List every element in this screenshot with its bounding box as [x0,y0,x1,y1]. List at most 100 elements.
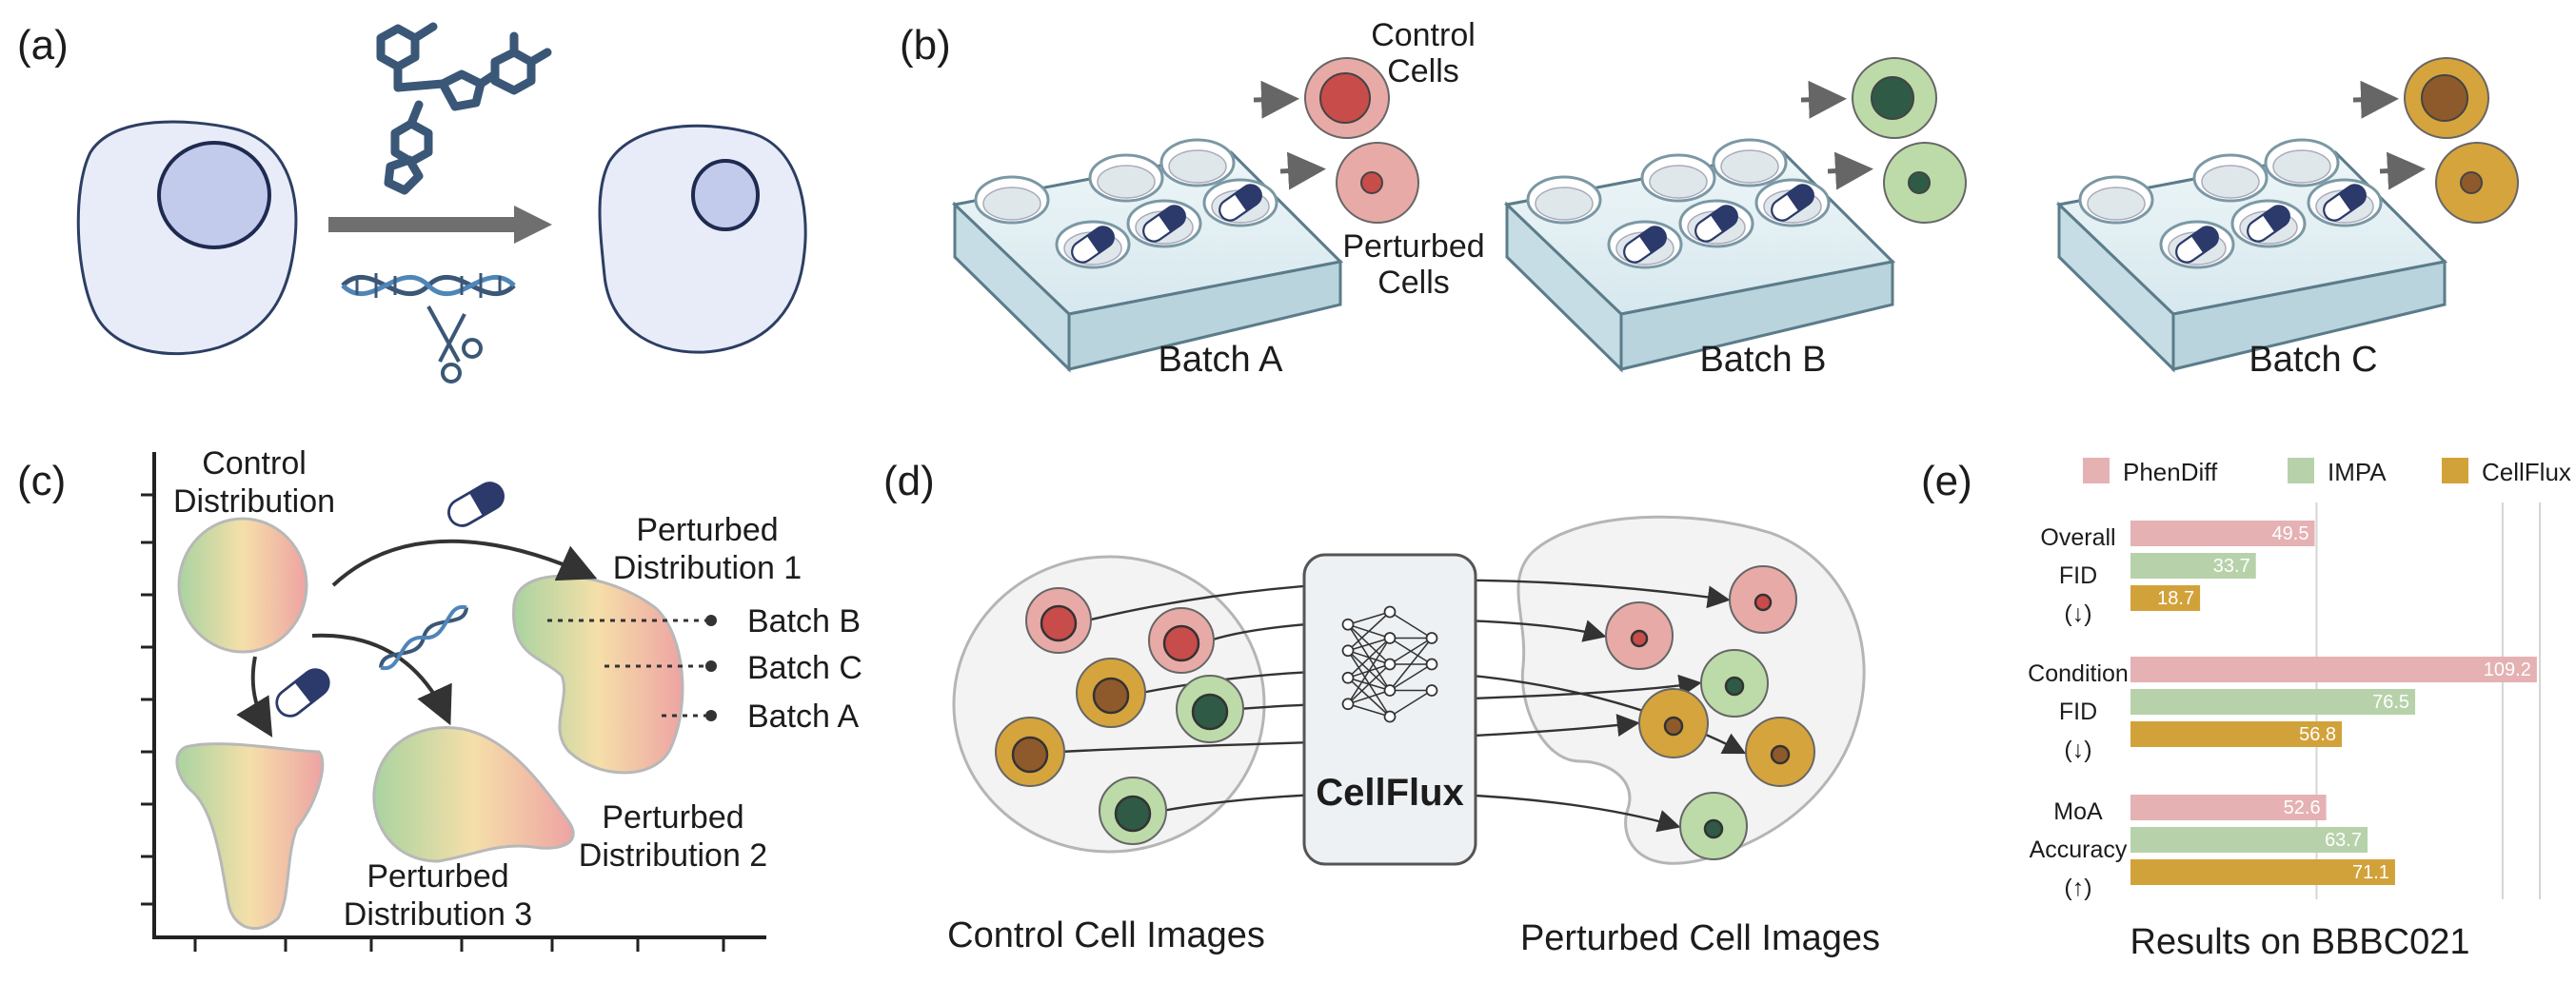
panel-e: (e) PhenDiff IMPA CellFlux Overall FID (↓) 49.… [1921,458,2571,962]
control-cell-nucleus [1871,76,1914,120]
bar [2130,553,2256,579]
group-label: FID [2059,562,2097,589]
perturbed-distribution-1-label: Perturbed Distribution 1 [613,512,802,586]
drug-pill-icon [442,477,510,532]
bar-value-label: 18.7 [2157,588,2194,609]
panel-c-letter: (c) [17,458,66,504]
batch-c-pointer-label: Batch C [747,650,862,686]
bar-value-label: 71.1 [2352,862,2389,883]
perturbed-cell-nucleus [2460,171,2483,194]
cell-nucleus [1754,593,1773,612]
batch-c-label: Batch C [2249,340,2377,380]
panel-b: (b) Control Cells Perturbed Cells Batch A [900,17,2519,380]
cell-nucleus [1011,736,1049,774]
perturbed-distribution-2-shape [372,725,575,863]
panel-c: (c) Control Distribution Perturbed D [17,445,862,952]
bar [2130,721,2343,747]
legend-entry: PhenDiff [2123,458,2218,486]
perturbed-distribution-3-shape [175,742,325,931]
legend-entry: CellFlux [2482,458,2571,486]
panel-e-letter: (e) [1921,458,1972,504]
bar [2130,795,2327,820]
panel-a-letter: (a) [17,22,69,69]
cell-nucleus [1162,624,1200,662]
control-cell-nucleus [1319,72,1371,124]
group-label: FID [2059,699,2097,725]
drug-pill-icon-2 [269,662,336,723]
well-liquid [1168,149,1227,184]
bar-value-label: 49.5 [2272,523,2309,544]
perturbed-nucleus [691,159,760,231]
group-label: (↑) [2064,875,2091,901]
bar [2130,827,2368,853]
bar [2130,689,2416,715]
control-cell-nucleus [2421,74,2468,122]
group-label: (↓) [2064,600,2091,627]
well-liquid [1720,149,1779,184]
batch-a-label: Batch A [1159,340,1284,380]
perturbed-cell [598,124,807,354]
well-liquid [2087,187,2146,221]
batch-b-label: Batch B [1699,340,1826,380]
legend-swatch [2083,458,2110,483]
control-distribution-shape [177,517,308,654]
group-label: Overall [2040,524,2115,551]
group-label: Condition [2028,660,2129,687]
batch-arrow [1827,151,1873,190]
bar [2130,657,2537,682]
dna-icon [378,604,469,671]
cell-nucleus [1040,604,1078,642]
axes [152,452,766,939]
panel-d: (d) CellFlux Control Cell Images Perturb… [883,458,1880,958]
dna-crispr-icon [341,273,516,384]
bar-value-label: 56.8 [2299,724,2336,745]
bar [2130,585,2201,611]
batch-cells [1253,57,2519,224]
batch-pointers [547,619,706,718]
control-nucleus [157,141,271,249]
well-liquid [1097,165,1156,199]
perturbed-distribution-1-shape [512,574,684,775]
group-label: MoA [2053,798,2103,825]
molecule-icon [376,22,552,195]
cell-nucleus [1114,795,1152,833]
cell-images [995,565,1815,860]
legend-swatch [2288,458,2314,483]
cell-nucleus [1724,676,1745,697]
bar [2130,859,2395,885]
bar [2130,521,2315,546]
control-cell-images-caption: Control Cell Images [947,915,1265,955]
cell-nucleus [1191,693,1229,731]
perturbed-distribution-3-label: Perturbed Distribution 3 [344,858,532,933]
control-cells-label: Control Cells [1371,17,1476,89]
bar-value-label: 76.5 [2372,692,2409,713]
batch-arrow [2379,151,2426,190]
cell-nucleus [1092,677,1130,715]
bar-value-label: 109.2 [2484,659,2531,680]
batch-arrow [2352,80,2399,119]
well-liquid [2201,165,2260,199]
well-liquid [982,187,1041,221]
bar-value-label: 33.7 [2213,556,2250,577]
group-label: (↓) [2064,737,2091,763]
group-label: Accuracy [2030,836,2128,863]
well-liquid [2272,149,2331,184]
legend-entry: IMPA [2328,458,2387,486]
perturbed-cell-nucleus [1360,171,1383,194]
batch-pointer-dots [705,615,717,721]
batch-a-pointer-label: Batch A [747,699,860,735]
plate-wells [974,138,2383,269]
cell-nucleus [1663,716,1684,737]
cell-nucleus [1703,818,1724,839]
results-chart: PhenDiff IMPA CellFlux Overall FID (↓) 49.5 33.… [2028,458,2571,962]
perturbed-cell-nucleus [1908,171,1931,194]
legend-swatch [2442,458,2468,483]
well-liquid [1649,165,1708,199]
perturbed-cells-label: Perturbed Cells [1342,228,1484,301]
cell-nucleus [1630,629,1649,648]
panel-b-letter: (b) [900,22,951,69]
batch-b-pointer-label: Batch B [747,603,861,640]
cellflux-model-label: CellFlux [1316,772,1464,814]
batch-arrow [1279,151,1326,190]
